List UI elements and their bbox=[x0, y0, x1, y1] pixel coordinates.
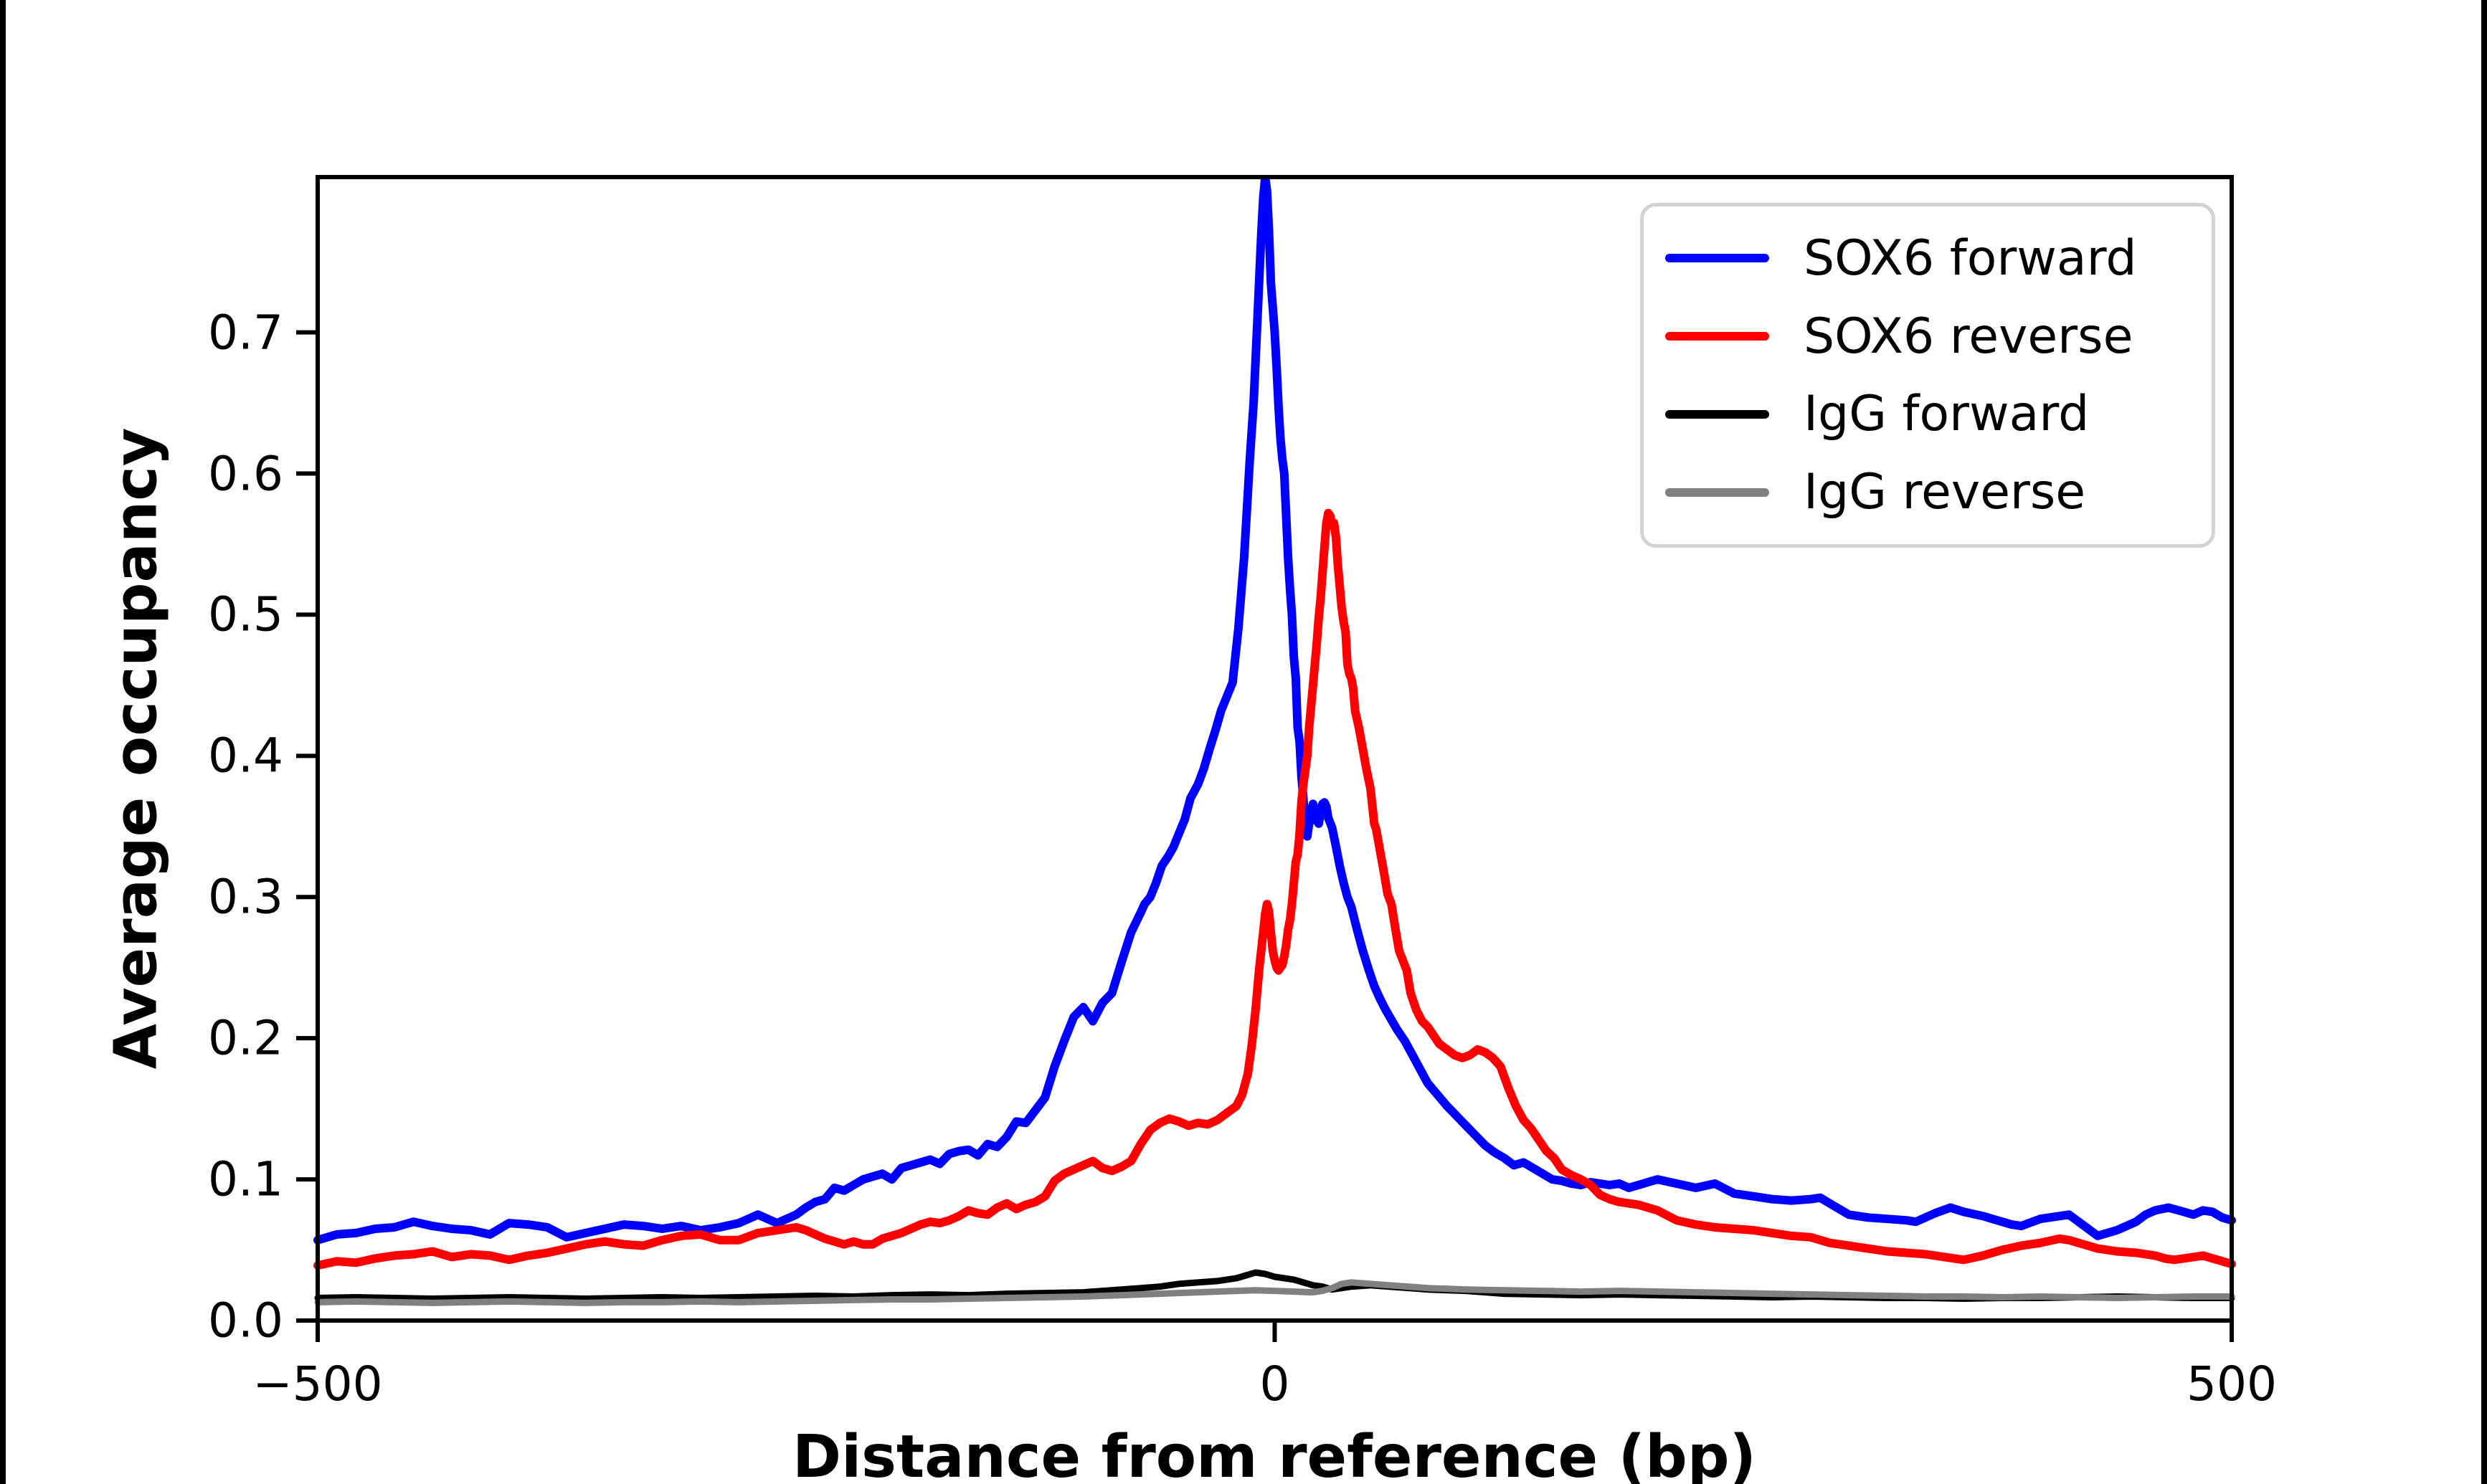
legend-item-igg-forward: IgG forward bbox=[1665, 376, 2190, 454]
x-tick-label--500: −500 bbox=[252, 1356, 383, 1412]
x-tick-label-500: 500 bbox=[2187, 1356, 2277, 1412]
screen-edge-left bbox=[0, 0, 6, 1484]
series-line-igg-reverse bbox=[314, 1279, 2235, 1306]
legend-line-icon-sox6-forward bbox=[1665, 254, 1769, 263]
legend-label-sox6-reverse: SOX6 reverse bbox=[1804, 308, 2133, 365]
legend-line-icon-igg-forward bbox=[1665, 409, 1769, 419]
legend-label-igg-forward: IgG forward bbox=[1804, 386, 2090, 443]
y-tick-label-0.7: 0.7 bbox=[208, 305, 283, 361]
y-tick-label-0.0: 0.0 bbox=[208, 1293, 283, 1349]
legend-label-igg-reverse: IgG reverse bbox=[1804, 464, 2086, 521]
x-tick-label-0: 0 bbox=[1259, 1356, 1290, 1412]
y-tick-label-0.4: 0.4 bbox=[208, 728, 283, 784]
y-tick-label-0.5: 0.5 bbox=[208, 586, 283, 642]
legend-item-sox6-forward: SOX6 forward bbox=[1665, 219, 2190, 298]
y-tick-label-0.2: 0.2 bbox=[208, 1010, 283, 1066]
legend-label-sox6-forward: SOX6 forward bbox=[1804, 229, 2137, 287]
axes-frame bbox=[316, 175, 2234, 1323]
y-tick-label-0.1: 0.1 bbox=[208, 1151, 283, 1207]
series-line-sox6-reverse bbox=[313, 508, 2236, 1270]
screen-edge-right bbox=[2481, 0, 2487, 1484]
series-line-sox6-forward bbox=[313, 175, 2236, 1245]
y-axis-label: Average occupancy bbox=[102, 427, 171, 1070]
legend-line-icon-igg-reverse bbox=[1665, 487, 1769, 497]
y-tick-label-0.3: 0.3 bbox=[208, 869, 283, 925]
legend-item-sox6-reverse: SOX6 reverse bbox=[1665, 298, 2190, 376]
legend-line-icon-sox6-reverse bbox=[1665, 332, 1769, 341]
legend: SOX6 forward SOX6 reverse IgG forward IgG r… bbox=[1640, 203, 2215, 548]
x-axis-label: Distance from reference (bp) bbox=[792, 1423, 1756, 1484]
y-tick-label-0.6: 0.6 bbox=[208, 446, 283, 502]
series-group bbox=[313, 175, 2236, 1306]
legend-item-igg-reverse: IgG reverse bbox=[1665, 453, 2190, 531]
